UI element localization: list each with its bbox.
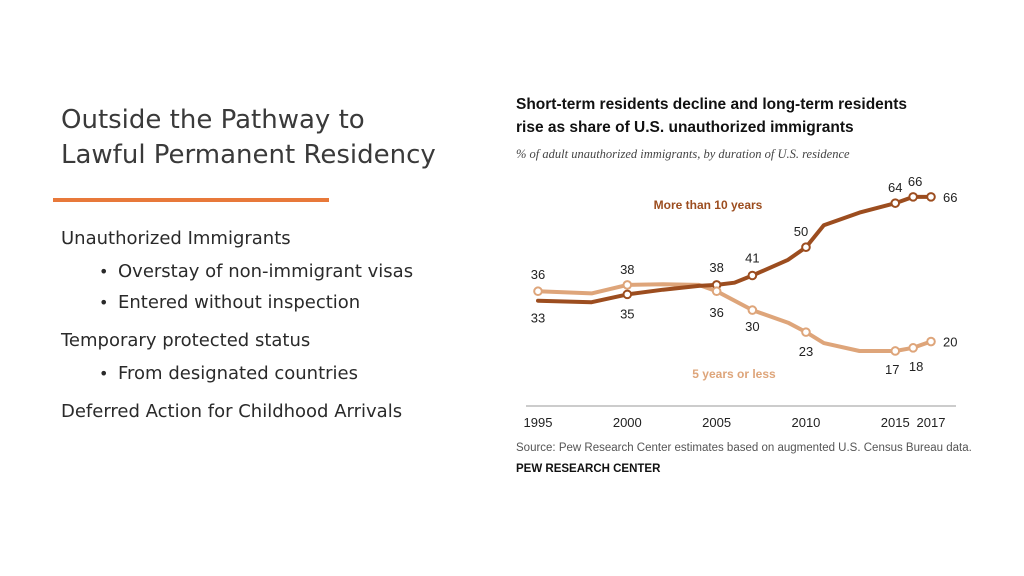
data-point-more-than-10-years: [801, 242, 811, 252]
list-item-temporary-protected-status: Temporary protected status • From designa…: [61, 328, 481, 389]
data-point-5-years-or-less: [747, 305, 758, 315]
x-tick-label: 2015: [881, 415, 910, 430]
data-point-more-than-10-years: [747, 270, 758, 281]
title-accent-rule: [53, 198, 329, 202]
data-label: 33: [531, 311, 545, 326]
data-label: 36: [709, 305, 723, 320]
series-line-5-years-or-less: [536, 282, 933, 353]
data-label: 38: [620, 262, 634, 277]
series-label-5-years-or-less: 5 years or less: [692, 367, 776, 381]
data-point-5-years-or-less: [533, 286, 543, 297]
sub-bullet-item: • Entered without inspection: [61, 287, 481, 318]
sub-bullet-item: • Overstay of non-immigrant visas: [61, 256, 481, 287]
data-label: 23: [799, 344, 813, 359]
data-label: 66: [908, 174, 922, 189]
data-label: 41: [745, 251, 759, 266]
list-item-unauthorized-immigrants: Unauthorized Immigrants • Overstay of non…: [61, 226, 481, 318]
bullet-glyph: •: [99, 293, 109, 312]
list-item-text: Unauthorized Immigrants: [61, 228, 291, 249]
data-point-5-years-or-less: [801, 327, 811, 337]
data-point-more-than-10-years: [890, 198, 901, 208]
x-tick-label: 2005: [702, 415, 731, 430]
slide-content: Unauthorized Immigrants • Overstay of non…: [61, 226, 481, 435]
data-point-5-years-or-less: [926, 336, 936, 347]
data-label: 17: [885, 362, 899, 377]
data-label: 20: [943, 335, 957, 350]
sub-bullet-list: • From designated countries: [61, 358, 481, 389]
bullet-glyph: •: [99, 364, 109, 383]
data-point-5-years-or-less: [908, 343, 918, 353]
sub-bullet-list: • Overstay of non-immigrant visas • Entere…: [61, 256, 481, 318]
data-label: 35: [620, 306, 634, 321]
data-label: 50: [794, 224, 808, 239]
sub-bullet-text: Entered without inspection: [118, 292, 361, 313]
data-label: 30: [745, 319, 759, 334]
slide-title-line-2: Lawful Permanent Residency: [61, 140, 436, 170]
x-tick-label: 2000: [613, 415, 642, 430]
chart-title-line: rise as share of U.S. unauthorized immig…: [516, 119, 854, 136]
chart-title-line: Short-term residents decline and long-te…: [516, 96, 907, 113]
chart-source: Source: Pew Research Center estimates ba…: [516, 442, 972, 454]
sub-bullet-item: • From designated countries: [61, 358, 481, 389]
list-item-text: Temporary protected status: [61, 330, 311, 351]
data-point-5-years-or-less: [890, 346, 901, 356]
sub-bullet-text: From designated countries: [118, 363, 358, 384]
series-label-more-than-10-years: More than 10 years: [654, 198, 763, 212]
series-line-more-than-10-years: [536, 194, 933, 305]
sub-bullet-text: Overstay of non-immigrant visas: [118, 261, 414, 282]
data-label: 18: [909, 359, 923, 374]
line-chart: Short-term residents decline and long-te…: [516, 96, 972, 475]
data-label: 66: [943, 190, 957, 205]
data-point-5-years-or-less: [622, 280, 633, 290]
slide-title: Outside the Pathway to Lawful Permanent …: [61, 103, 481, 173]
data-point-more-than-10-years: [908, 192, 918, 202]
data-label: 38: [709, 260, 723, 275]
slide-title-line-1: Outside the Pathway to: [61, 105, 365, 135]
data-label: 64: [888, 180, 902, 195]
x-tick-label: 1995: [524, 415, 553, 430]
data-point-more-than-10-years: [926, 192, 936, 202]
data-point-5-years-or-less: [711, 286, 722, 297]
chart-subtitle: % of adult unauthorized immigrants, by d…: [516, 147, 850, 161]
bullet-glyph: •: [99, 262, 109, 281]
list-item-text: Deferred Action for Childhood Arrivals: [61, 401, 403, 422]
data-label: 36: [531, 267, 545, 282]
x-tick-label: 2010: [791, 415, 820, 430]
chart-brand: PEW RESEARCH CENTER: [516, 463, 661, 475]
list-item-daca: Deferred Action for Childhood Arrivals: [61, 399, 481, 425]
x-tick-label: 2017: [917, 415, 946, 430]
chart-panel: Short-term residents decline and long-te…: [508, 88, 978, 488]
data-point-more-than-10-years: [622, 289, 633, 300]
